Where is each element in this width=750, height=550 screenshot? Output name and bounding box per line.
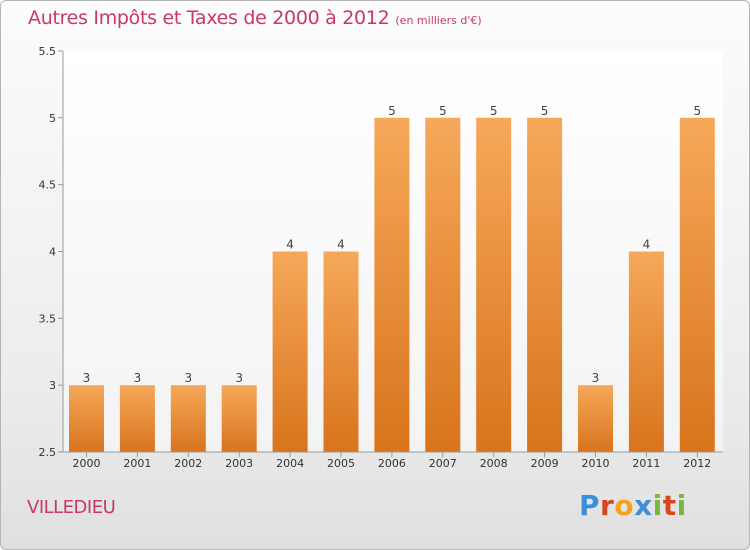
data-label-2001: 3: [134, 371, 142, 385]
data-label-2012: 5: [693, 104, 701, 118]
x-tick-label-2011: 2011: [632, 457, 660, 470]
data-label-2007: 5: [439, 104, 447, 118]
x-tick-label-2001: 2001: [123, 457, 151, 470]
data-label-2004: 4: [286, 238, 294, 252]
chart-title: Autres Impôts et Taxes de 2000 à 2012 (en…: [28, 7, 482, 29]
x-tick-label-2008: 2008: [480, 457, 508, 470]
x-tick-label-2004: 2004: [276, 457, 304, 470]
bar-2007: [425, 117, 461, 453]
data-label-2006: 5: [388, 104, 396, 118]
data-label-2011: 4: [643, 238, 651, 252]
chart-unit: (en milliers d'€): [395, 14, 482, 27]
bar-2011: [628, 251, 664, 452]
bar-2012: [679, 117, 715, 453]
logo-letter-3: o: [614, 489, 635, 522]
logo-letter-7: i: [676, 489, 687, 522]
y-tick-label-5: 5: [49, 112, 56, 125]
logo-letter-4: x: [634, 489, 653, 522]
bar-2006: [374, 117, 410, 453]
bar-2003: [221, 385, 257, 452]
x-tick-label-2002: 2002: [174, 457, 202, 470]
x-tick-label-2012: 2012: [683, 457, 711, 470]
logo-letter-1: P: [579, 489, 601, 522]
y-tick-label-4.5: 4.5: [39, 179, 57, 192]
bar-2004: [272, 251, 308, 452]
x-tick-label-2006: 2006: [378, 457, 406, 470]
logo-letter-6: t: [662, 489, 677, 522]
location-label: VILLEDIEU: [27, 497, 116, 518]
bar-2009: [527, 117, 563, 453]
y-tick-label-5.5: 5.5: [39, 45, 57, 58]
y-tick-label-3.5: 3.5: [39, 312, 57, 325]
data-label-2003: 3: [235, 371, 243, 385]
bar-2001: [119, 385, 155, 452]
data-label-2002: 3: [184, 371, 192, 385]
logo-letter-5: i: [652, 489, 663, 522]
x-tick-label-2007: 2007: [429, 457, 457, 470]
x-tick-label-2003: 2003: [225, 457, 253, 470]
bar-2008: [476, 117, 512, 453]
chart-title-text: Autres Impôts et Taxes de 2000 à 2012: [28, 7, 390, 29]
proxiti-logo: Proxiti: [579, 489, 687, 522]
logo-letter-2: r: [600, 489, 615, 522]
data-label-2009: 5: [541, 104, 549, 118]
y-tick-label-2.5: 2.5: [39, 446, 57, 459]
bar-2000: [69, 385, 104, 452]
data-label-2010: 3: [592, 371, 600, 385]
bar-2005: [323, 251, 359, 452]
x-tick-label-2009: 2009: [531, 457, 559, 470]
data-label-2008: 5: [490, 104, 498, 118]
bar-2002: [170, 385, 206, 452]
y-tick-label-4: 4: [49, 246, 56, 259]
data-label-2005: 4: [337, 238, 345, 252]
x-tick-label-2005: 2005: [327, 457, 355, 470]
x-tick-label-2000: 2000: [73, 457, 101, 470]
bar-2010: [578, 385, 613, 452]
data-label-2000: 3: [83, 371, 91, 385]
x-tick-label-2010: 2010: [582, 457, 610, 470]
y-tick-label-3: 3: [49, 379, 56, 392]
